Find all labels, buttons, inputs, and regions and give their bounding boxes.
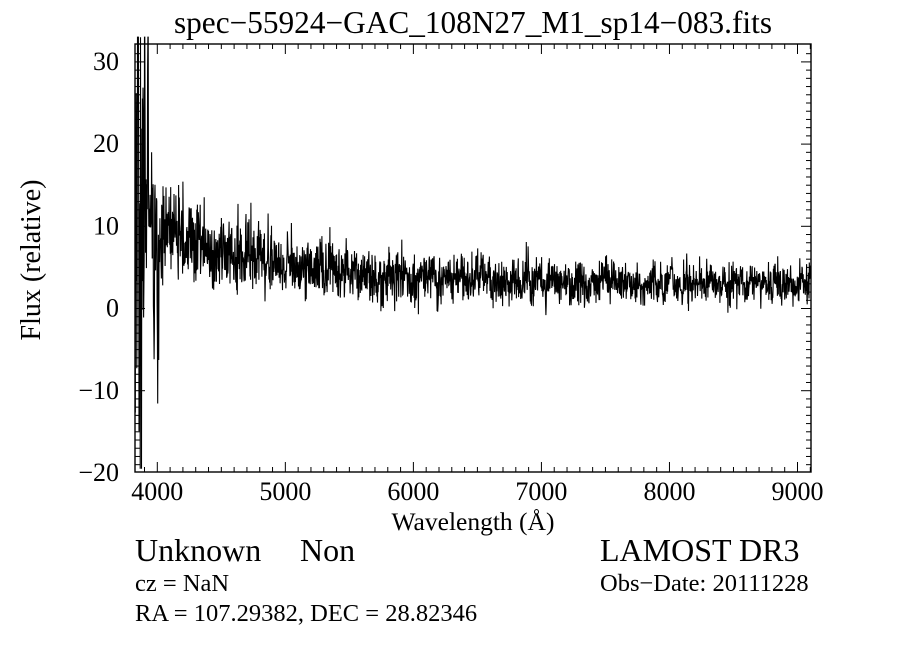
- svg-text:cz = NaN: cz = NaN: [135, 570, 229, 597]
- svg-text:5000: 5000: [259, 477, 311, 506]
- svg-text:8000: 8000: [643, 477, 695, 506]
- svg-text:10: 10: [93, 211, 119, 240]
- svg-text:LAMOST DR3: LAMOST DR3: [600, 532, 799, 568]
- svg-text:0: 0: [106, 294, 119, 323]
- svg-text:Unknown: Unknown: [135, 532, 261, 568]
- svg-text:Flux (relative): Flux (relative): [16, 180, 47, 341]
- svg-text:Obs−Date: 20111228: Obs−Date: 20111228: [600, 570, 809, 597]
- svg-text:7000: 7000: [515, 477, 567, 506]
- svg-text:RA = 107.29382, DEC = 28.8234: RA = 107.29382, DEC = 28.82346: [135, 600, 477, 627]
- svg-text:Wavelength (Å): Wavelength (Å): [392, 507, 555, 536]
- svg-text:4000: 4000: [131, 477, 183, 506]
- svg-text:30: 30: [93, 47, 119, 76]
- svg-text:9000: 9000: [772, 477, 824, 506]
- svg-text:Non: Non: [300, 532, 355, 568]
- svg-text:20: 20: [93, 129, 119, 158]
- svg-text:−20: −20: [78, 458, 119, 487]
- svg-text:spec−55924−GAC_108N27_M1_sp14−: spec−55924−GAC_108N27_M1_sp14−083.fits: [174, 5, 772, 40]
- svg-text:6000: 6000: [387, 477, 439, 506]
- svg-text:−10: −10: [78, 376, 119, 405]
